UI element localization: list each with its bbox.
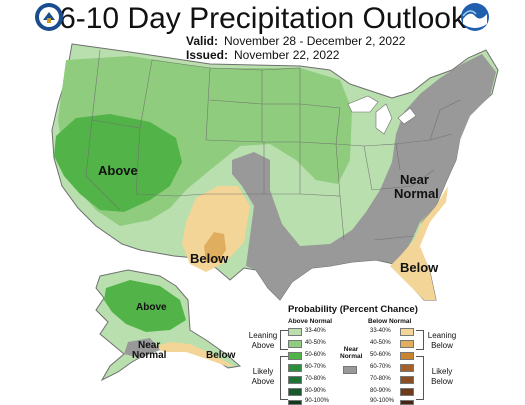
below-region-southeast xyxy=(390,186,448,300)
swatch-below-90-100 xyxy=(400,400,414,405)
swatch-below-50-60 xyxy=(400,352,414,360)
legend-likely-above: Likely Above xyxy=(251,367,275,386)
range-label: 50-60% xyxy=(370,352,391,358)
valid-value: November 28 - December 2, 2022 xyxy=(224,34,406,48)
below-region-plains xyxy=(182,186,250,272)
legend-near-header: Near Normal xyxy=(340,346,363,360)
swatch-above-60-70 xyxy=(288,364,302,372)
range-label: 80-90% xyxy=(370,388,391,394)
range-label: 90-100% xyxy=(370,398,395,404)
issued-line: Issued: November 22, 2022 xyxy=(186,48,339,62)
swatch-below-33-40 xyxy=(400,328,414,336)
swatch-above-40-50 xyxy=(288,340,302,348)
range-label: 33-40% xyxy=(370,328,391,334)
above-region-west xyxy=(54,114,182,212)
range-label: 60-70% xyxy=(305,364,326,370)
range-label: 90-100% xyxy=(305,398,330,404)
legend-leaning-below: Leaning Below xyxy=(427,331,457,350)
legend-title: Probability (Percent Chance) xyxy=(288,304,418,315)
valid-label: Valid: xyxy=(186,34,219,48)
bracket xyxy=(416,356,424,400)
near-normal-region xyxy=(232,54,496,300)
legend-leaning-above: Leaning Above xyxy=(248,331,278,350)
bracket xyxy=(280,330,288,350)
swatch-below-70-80 xyxy=(400,376,414,384)
legend-above-header: Above Normal xyxy=(288,318,333,325)
swatch-near-normal xyxy=(343,366,357,374)
range-label: 33-40% xyxy=(305,328,326,334)
range-label: 40-50% xyxy=(305,340,326,346)
alaska-above-region xyxy=(104,280,186,332)
label-alaska-below: Below xyxy=(206,350,236,361)
valid-line: Valid: November 28 - December 2, 2022 xyxy=(186,34,405,48)
range-label: 60-70% xyxy=(370,364,391,370)
legend-likely-below: Likely Below xyxy=(431,367,453,386)
noaa-logo-icon xyxy=(461,3,489,31)
range-label: 70-80% xyxy=(305,376,326,382)
range-label: 70-80% xyxy=(370,376,391,382)
range-label: 40-50% xyxy=(370,340,391,346)
legend-below-header: Below Normal xyxy=(368,318,412,325)
swatch-above-90-100 xyxy=(288,400,302,405)
swatch-above-80-90 xyxy=(288,388,302,396)
swatch-above-70-80 xyxy=(288,376,302,384)
label-near-normal-1: Near xyxy=(400,172,429,187)
page-title: 6-10 Day Precipitation Outlook xyxy=(59,2,466,35)
doc-seal-icon xyxy=(35,3,63,31)
swatch-below-60-70 xyxy=(400,364,414,372)
label-below-plains: Below xyxy=(190,251,229,266)
bracket xyxy=(416,330,424,350)
swatch-above-50-60 xyxy=(288,352,302,360)
swatch-below-80-90 xyxy=(400,388,414,396)
label-alaska-near-2: Normal xyxy=(132,350,167,361)
label-above-west: Above xyxy=(98,163,138,178)
range-label: 80-90% xyxy=(305,388,326,394)
bracket xyxy=(280,356,288,400)
label-near-normal-2: Normal xyxy=(394,186,439,201)
label-below-southeast: Below xyxy=(400,260,439,275)
label-alaska-near-1: Near xyxy=(138,340,160,351)
swatch-above-33-40 xyxy=(288,328,302,336)
range-label: 50-60% xyxy=(305,352,326,358)
issued-value: November 22, 2022 xyxy=(234,48,340,62)
label-alaska-above: Above xyxy=(136,302,167,313)
issued-label: Issued: xyxy=(186,48,229,62)
swatch-below-40-50 xyxy=(400,340,414,348)
